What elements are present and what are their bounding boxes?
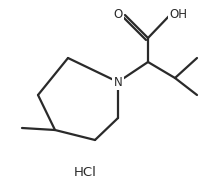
Text: OH: OH (169, 8, 187, 20)
Text: O: O (113, 8, 123, 20)
Text: HCl: HCl (74, 166, 97, 179)
Text: N: N (114, 75, 122, 89)
